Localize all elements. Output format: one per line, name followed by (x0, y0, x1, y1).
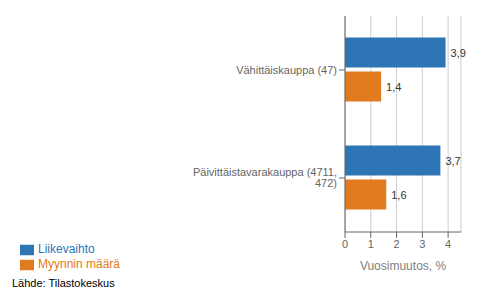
svg-text:3: 3 (419, 238, 425, 250)
svg-text:Vuosimuutos, %: Vuosimuutos, % (360, 259, 447, 273)
svg-text:0: 0 (342, 238, 348, 250)
svg-text:3,7: 3,7 (445, 155, 460, 167)
svg-text:Vähittäiskauppa (47): Vähittäiskauppa (47) (236, 64, 337, 76)
html-text:Lähde: Tilastokeskus: Lähde: Tilastokeskus (12, 277, 115, 289)
svg-text:2: 2 (394, 238, 400, 250)
html-text:Liikevaihto: Liikevaihto (38, 242, 95, 257)
svg-text:3,9: 3,9 (451, 47, 466, 59)
svg-text:4: 4 (445, 238, 451, 250)
svg-text:1,4: 1,4 (386, 81, 401, 93)
svg-text:1: 1 (368, 238, 374, 250)
svg-text:1,6: 1,6 (391, 189, 406, 201)
svg-text:Päivittäistavarakauppa (4711,4: Päivittäistavarakauppa (4711,472) (193, 166, 337, 189)
html-text:Myynnin määrä: Myynnin määrä (38, 257, 120, 272)
